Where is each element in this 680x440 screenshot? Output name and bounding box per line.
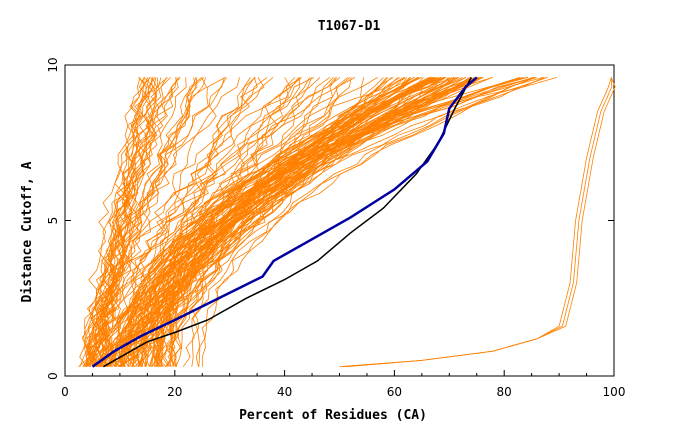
- model-curve: [156, 77, 544, 367]
- model-curve: [95, 77, 291, 367]
- model-curve: [139, 77, 463, 367]
- model-curve: [95, 77, 240, 367]
- model-curve: [88, 77, 265, 367]
- model-curve: [148, 77, 528, 367]
- chart-title: T1067-D1: [318, 19, 381, 34]
- model-curve: [155, 77, 419, 367]
- model-curve: [79, 77, 141, 367]
- model-curve: [113, 77, 445, 367]
- model-lines: [78, 77, 616, 368]
- x-tick-label: 20: [167, 385, 182, 399]
- x-tick-label: 80: [497, 385, 512, 399]
- model-curve: [85, 77, 181, 367]
- model-curve: [122, 77, 455, 367]
- x-axis-label: Percent of Residues (CA): [239, 408, 427, 423]
- model-curve: [117, 77, 415, 367]
- model-curve: [121, 77, 529, 367]
- model-curve: [89, 77, 302, 367]
- model-curve: [135, 77, 378, 367]
- highlight-curve-blue: [91, 76, 478, 368]
- y-tick-label: 5: [46, 217, 60, 225]
- x-tick-label: 0: [61, 385, 69, 399]
- model-curve: [101, 77, 336, 367]
- model-curve: [83, 77, 180, 367]
- model-curve: [152, 77, 430, 367]
- model-curve: [79, 77, 168, 367]
- model-curve: [128, 77, 558, 367]
- reference-lines: [91, 76, 478, 368]
- model-curve-far-right: [346, 77, 616, 368]
- model-curve: [155, 77, 526, 367]
- model-curve: [106, 77, 251, 368]
- model-curve: [165, 77, 453, 367]
- model-curve: [152, 77, 432, 367]
- model-curve: [99, 77, 198, 367]
- x-axis-ticks: 0 20 40 60 80 100: [61, 370, 625, 399]
- model-curve: [171, 77, 480, 367]
- model-curve: [110, 77, 444, 367]
- y-tick-label: 10: [46, 57, 60, 72]
- model-curve: [85, 77, 321, 367]
- model-curve: [125, 77, 523, 367]
- model-curve: [166, 77, 545, 367]
- model-curve: [85, 77, 155, 368]
- model-curve: [195, 77, 534, 367]
- model-curve: [119, 77, 459, 367]
- y-axis-label: Distance Cutoff, A: [20, 161, 35, 302]
- model-curve: [192, 77, 534, 367]
- x-tick-label: 100: [603, 385, 626, 399]
- model-curve: [157, 77, 548, 367]
- y-axis-ticks: 0 5 10: [46, 57, 614, 380]
- model-curve: [153, 77, 470, 367]
- x-tick-label: 60: [387, 385, 402, 399]
- model-curve: [149, 77, 434, 367]
- model-curve: [191, 77, 536, 367]
- y-tick-label: 0: [46, 372, 60, 380]
- model-curve: [92, 77, 302, 367]
- model-curve: [182, 77, 548, 367]
- model-curve: [144, 77, 334, 367]
- model-curve: [151, 77, 433, 367]
- model-curve: [201, 77, 537, 367]
- model-curve: [84, 77, 159, 367]
- x-tick-label: 40: [277, 385, 292, 399]
